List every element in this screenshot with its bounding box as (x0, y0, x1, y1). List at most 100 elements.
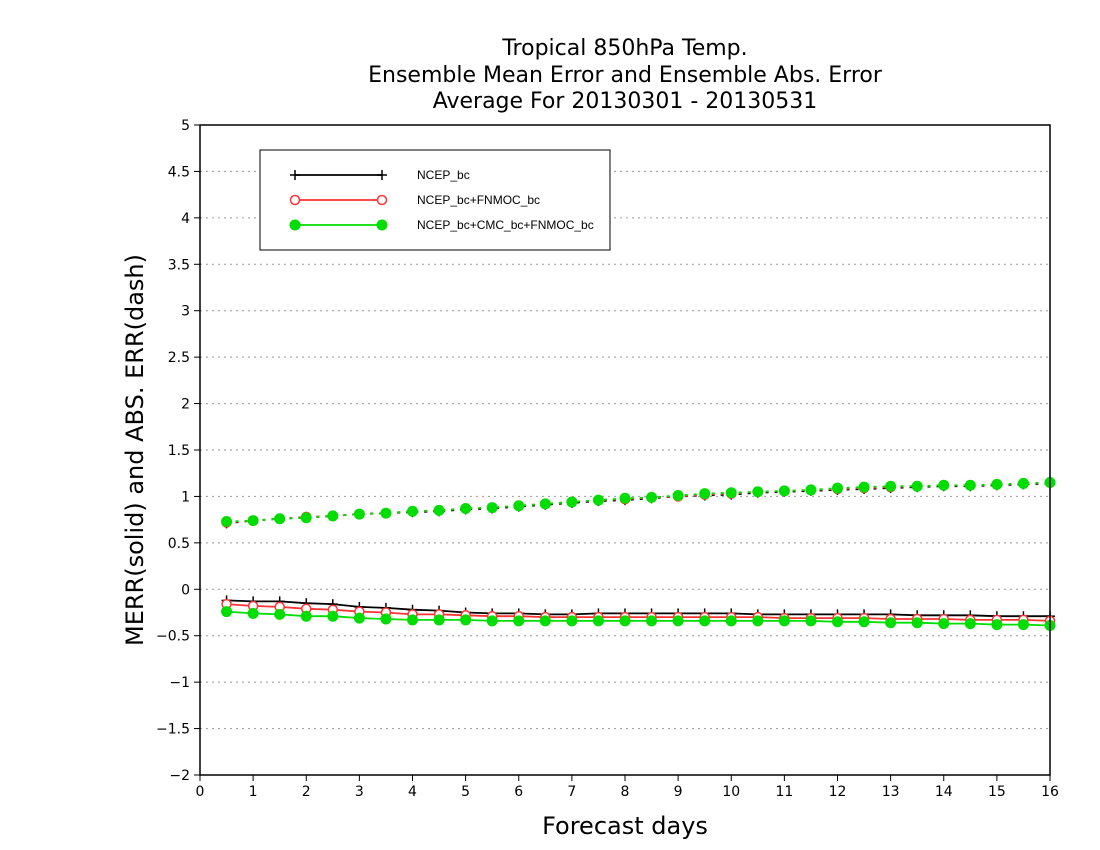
x-tick-label: 15 (988, 784, 1006, 800)
filled-circle-marker (380, 613, 392, 625)
x-tick-label: 4 (408, 784, 417, 800)
filled-circle-marker (353, 612, 365, 624)
y-axis-title: MERR(solid) and ABS. ERR(dash) (121, 254, 149, 646)
filled-circle-marker (221, 606, 233, 618)
filled-circle-marker (513, 615, 525, 627)
x-tick-label: 3 (355, 784, 364, 800)
filled-circle-marker (752, 486, 764, 498)
x-tick-label: 11 (775, 784, 793, 800)
filled-circle-marker (778, 615, 790, 627)
filled-circle-marker (407, 614, 418, 626)
x-tick-label: 8 (621, 784, 630, 800)
x-tick-label: 13 (882, 784, 900, 800)
filled-circle-marker (327, 510, 339, 522)
filled-circle-marker (592, 494, 604, 506)
filled-circle-marker (247, 607, 259, 619)
filled-circle-marker (938, 618, 950, 630)
filled-circle-marker (991, 619, 1003, 631)
x-tick-label: 12 (829, 784, 847, 800)
y-tick-label: 5 (181, 118, 190, 134)
y-tick-label: −1 (169, 675, 190, 691)
grid (200, 170, 1050, 730)
filled-circle-marker (592, 615, 604, 627)
axis-ticks: −2−1.5−1−0.500.511.522.533.544.550 1 2 3 4 5 6… (156, 118, 1059, 800)
filled-circle-marker (327, 610, 339, 622)
x-tick-label: 0 (196, 784, 205, 800)
x-tick-label: 14 (935, 784, 953, 800)
filled-circle-marker (274, 513, 286, 525)
filled-circle-marker (964, 479, 976, 491)
x-tick-label: 7 (567, 784, 576, 800)
series-layer (221, 477, 1056, 631)
filled-circle-marker (619, 615, 631, 627)
filled-circle-marker (221, 516, 233, 527)
filled-circle-marker (247, 515, 259, 527)
filled-circle-marker (699, 615, 711, 627)
y-tick-label: 4 (181, 211, 190, 227)
y-tick-label: 0.5 (168, 536, 190, 552)
abs-err-line-3 (226, 481, 1051, 523)
filled-circle-marker (274, 608, 286, 620)
filled-circle-marker (858, 481, 870, 493)
y-tick-label: 2 (181, 397, 190, 413)
filled-circle-marker (1017, 619, 1029, 631)
chart-title-line-3: Average For 20130301 - 20130531 (432, 89, 818, 114)
filled-circle-marker (725, 487, 737, 499)
y-tick-label: −0.5 (156, 629, 190, 645)
filled-circle-marker (486, 502, 498, 514)
filled-circle-marker (380, 507, 392, 519)
filled-circle-marker (646, 491, 658, 503)
open-circle-marker (376, 194, 388, 206)
filled-circle-marker (513, 500, 525, 512)
legend-label: NCEP_bc (417, 168, 470, 182)
legend-label: NCEP_bc+CMC_bc+FNMOC_bc (417, 218, 594, 232)
filled-circle-marker (300, 512, 312, 524)
x-tick-label: 1 (249, 784, 258, 800)
filled-circle-marker (858, 616, 870, 628)
x-tick-label: 10 (722, 784, 740, 800)
filled-circle-marker (752, 615, 764, 627)
filled-circle-marker (433, 614, 445, 626)
chart-title-line-2: Ensemble Mean Error and Ensemble Abs. Er… (368, 63, 882, 88)
plus-marker (290, 170, 300, 180)
filled-circle-marker (938, 479, 950, 491)
y-tick-label: 2.5 (168, 350, 190, 366)
filled-circle-marker (672, 490, 684, 501)
x-axis-title: Forecast days (542, 812, 708, 840)
filled-circle-marker (964, 618, 976, 630)
filled-circle-marker (289, 219, 301, 231)
series-2 (221, 477, 1056, 627)
filled-circle-marker (991, 478, 1003, 490)
filled-circle-marker (539, 615, 551, 627)
filled-circle-marker (1017, 477, 1029, 489)
y-tick-label: 1 (181, 489, 190, 505)
filled-circle-marker (832, 616, 843, 628)
filled-circle-marker (300, 610, 312, 622)
filled-circle-marker (566, 496, 578, 508)
filled-circle-marker (407, 505, 418, 517)
filled-circle-marker (646, 615, 658, 627)
y-tick-label: 0 (181, 582, 190, 598)
y-tick-label: −2 (169, 768, 190, 784)
series-3 (221, 477, 1056, 631)
plus-marker (377, 170, 387, 180)
filled-circle-marker (539, 498, 551, 510)
x-tick-label: 5 (461, 784, 470, 800)
filled-circle-marker (376, 219, 388, 231)
filled-circle-marker (566, 615, 578, 627)
filled-circle-marker (885, 480, 897, 492)
y-tick-label: 4.5 (168, 164, 190, 180)
legend-label: NCEP_bc+FNMOC_bc (417, 193, 540, 207)
filled-circle-marker (778, 485, 790, 497)
filled-circle-marker (486, 615, 498, 627)
filled-circle-marker (885, 617, 897, 629)
open-circle-marker (289, 194, 301, 206)
abs-err-line-2 (226, 481, 1051, 524)
filled-circle-marker (353, 508, 365, 520)
filled-circle-marker (672, 615, 684, 627)
filled-circle-marker (725, 615, 737, 627)
y-tick-label: 3 (181, 304, 190, 320)
filled-circle-marker (805, 484, 817, 496)
filled-circle-marker (433, 504, 445, 516)
